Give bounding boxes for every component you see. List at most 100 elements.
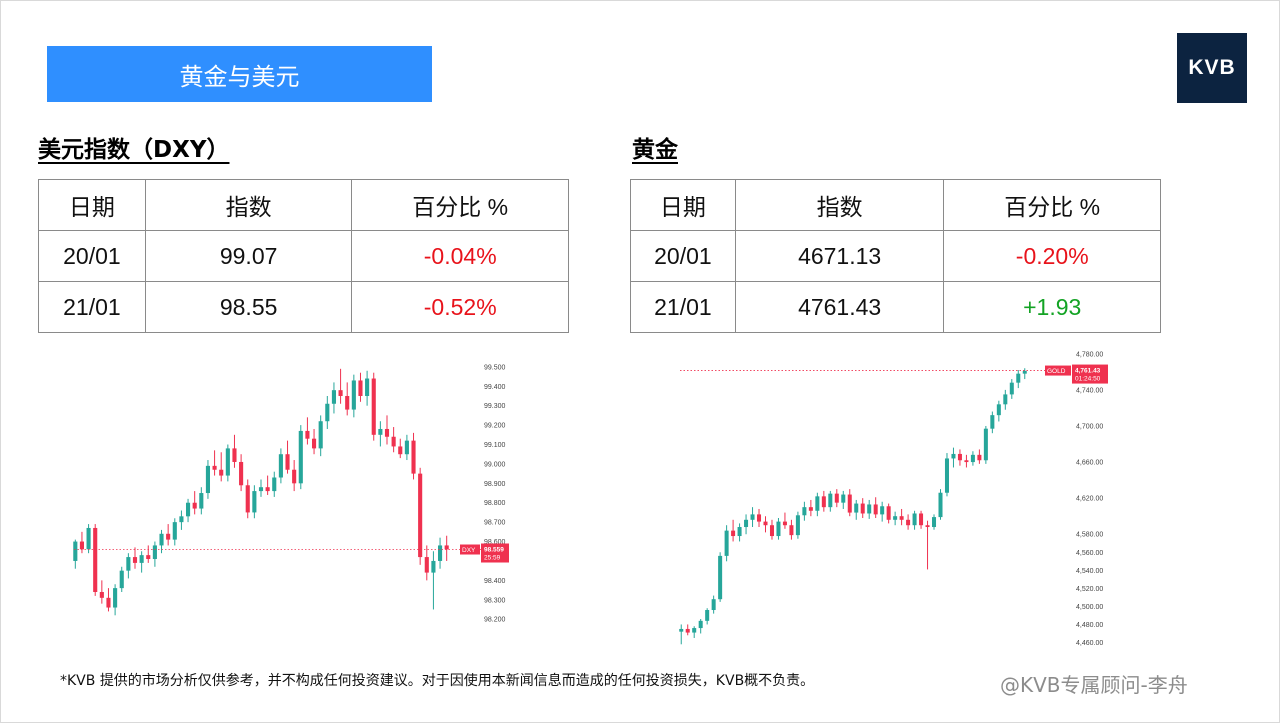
y-tick-label: 4,660.00 [1076, 460, 1103, 467]
candle-body [212, 465, 217, 470]
row-date: 21/01 [38, 281, 146, 333]
candle-body [325, 403, 330, 422]
y-tick-label: 4,480.00 [1076, 622, 1103, 629]
row-value: 4761.43 [734, 281, 945, 333]
candle-body [146, 555, 151, 560]
header-index: 指数 [734, 179, 945, 231]
candle-body [744, 519, 749, 528]
candle-body [99, 592, 104, 598]
symbol-tag: DXY [462, 547, 476, 554]
y-tick-label: 99.500 [484, 364, 506, 371]
candle-body [957, 453, 962, 461]
candle-body [873, 504, 878, 515]
symbol-tag: GOLD [1047, 368, 1066, 375]
candle-body [737, 527, 742, 537]
candle-body [944, 458, 949, 493]
gold-candlestick-chart: 4,780.00 4,740.00 4,700.00 4,660.00 4,620.00… [679, 351, 1108, 647]
author-watermark: @KVB专属顾问-李舟 [1000, 673, 1188, 697]
row-value: 99.07 [144, 230, 353, 282]
candle-body [404, 440, 409, 455]
candle-body [152, 545, 157, 560]
candle-body [444, 545, 449, 550]
y-tick-label: 98.400 [484, 578, 506, 585]
candle-body [1016, 373, 1021, 383]
y-tick-label: 4,520.00 [1076, 586, 1103, 593]
disclaimer-text: *KVB 提供的市场分析仅供参考，并不构成任何投资建议。对于因使用本新闻信息而造… [60, 673, 815, 689]
price-tag-bg [1072, 364, 1108, 384]
y-tick-label: 4,460.00 [1076, 640, 1103, 647]
dxy-table: 日期 指数 百分比 % 20/01 99.07 -0.04% 21/01 98.… [38, 179, 569, 333]
dxy-section-title: 美元指数（DXY） [38, 137, 230, 163]
last-price-label: 4,761.43 [1075, 368, 1101, 375]
candle-body [132, 557, 138, 563]
candle-body [893, 516, 898, 520]
candle-body [139, 555, 144, 563]
row-percent: -0.20% [943, 230, 1161, 282]
dxy-candlestick-chart: 99.500 99.400 99.300 99.200 99.100 99.000 98.9… [73, 364, 509, 624]
candle-body [983, 428, 988, 461]
row-percent: -0.04% [351, 230, 569, 282]
row-percent: +1.93 [943, 281, 1161, 333]
candle-body [679, 628, 684, 632]
candle-body [815, 496, 820, 511]
row-value: 4671.13 [734, 230, 945, 282]
candle-body [925, 525, 930, 528]
table-row: 21/01 4761.43 +1.93 [630, 281, 1161, 333]
countdown-label: 01:24:50 [1075, 376, 1101, 383]
candle-body [847, 494, 852, 513]
candle-body [418, 473, 423, 558]
candle-body [932, 517, 937, 528]
candle-body [1003, 394, 1008, 405]
candle-body [358, 380, 363, 396]
symbol-tag-bg [460, 544, 480, 555]
candle-body [398, 446, 403, 455]
candle-body [232, 448, 237, 462]
candle-body [345, 395, 350, 410]
header-index: 指数 [144, 179, 353, 231]
candle-body [166, 533, 171, 540]
candle-body [880, 506, 885, 515]
candle-body [265, 487, 270, 492]
candle-body [698, 620, 703, 629]
y-tick-label: 99.400 [484, 384, 506, 391]
candle-body [378, 428, 383, 435]
candle-body [172, 522, 177, 540]
y-tick-label: 4,580.00 [1076, 532, 1103, 539]
candle-body [192, 502, 197, 509]
gold-table: 日期 指数 百分比 % 20/01 4671.13 -0.20% 21/01 4… [630, 179, 1161, 333]
candle-body [365, 378, 370, 396]
y-tick-label: 4,780.00 [1076, 351, 1103, 358]
candle-body [834, 493, 839, 503]
candle-body [919, 513, 924, 526]
y-tick-label: 98.800 [484, 500, 506, 507]
candle-body [789, 525, 794, 536]
candle-body [185, 502, 191, 517]
candle-body [718, 555, 723, 600]
candle-body [318, 421, 323, 449]
candle-body [821, 496, 826, 508]
candle-body [431, 560, 436, 573]
y-tick-label: 4,540.00 [1076, 568, 1103, 575]
candle-body [854, 503, 859, 513]
candle-body [731, 530, 736, 537]
candle-body [938, 492, 943, 518]
candle-body [990, 415, 995, 429]
row-date: 21/01 [630, 281, 736, 333]
y-tick-label: 99.100 [484, 442, 506, 449]
candle-body [867, 504, 872, 514]
table-row: 20/01 4671.13 -0.20% [630, 230, 1161, 282]
candle-body [305, 430, 310, 439]
candle-body [252, 491, 257, 513]
candle-body [828, 493, 833, 508]
candle-body [841, 494, 846, 503]
y-tick-label: 98.700 [484, 520, 506, 527]
candle-body [351, 380, 356, 410]
table-header-row: 日期 指数 百分比 % [38, 179, 569, 231]
y-tick-label: 99.200 [484, 423, 506, 430]
y-tick-label: 98.300 [484, 597, 506, 604]
candle-body [285, 454, 290, 470]
candle-body [977, 454, 982, 461]
candle-body [750, 514, 755, 520]
candle-body [1022, 370, 1027, 374]
y-tick-label: 4,620.00 [1076, 496, 1103, 503]
